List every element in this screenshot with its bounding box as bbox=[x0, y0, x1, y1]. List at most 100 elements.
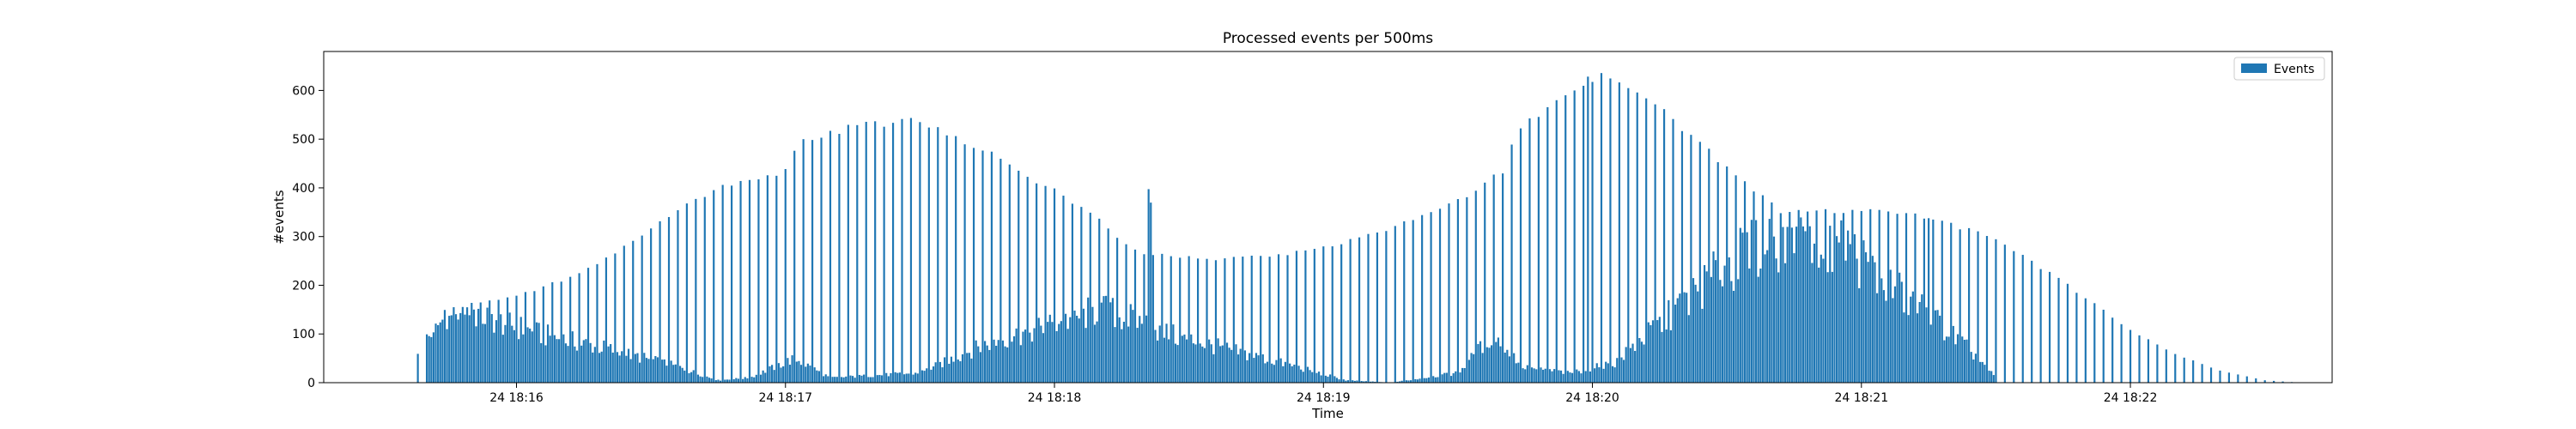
bar bbox=[544, 345, 547, 383]
bar bbox=[553, 335, 556, 383]
bar bbox=[1864, 252, 1868, 383]
bar bbox=[1775, 258, 1777, 383]
bar bbox=[1165, 323, 1168, 383]
bar bbox=[1698, 142, 1701, 383]
bar bbox=[1656, 320, 1659, 383]
bar bbox=[1185, 339, 1188, 383]
bar bbox=[901, 118, 903, 383]
bar bbox=[1100, 302, 1103, 383]
bar bbox=[1636, 92, 1638, 384]
bar bbox=[1952, 325, 1954, 383]
bar bbox=[791, 355, 793, 383]
bar bbox=[1179, 257, 1182, 383]
bar bbox=[1934, 310, 1937, 383]
bar bbox=[1528, 118, 1531, 384]
bar bbox=[1782, 227, 1784, 383]
bar bbox=[898, 372, 901, 383]
bar bbox=[1829, 226, 1832, 383]
bar bbox=[1125, 244, 1127, 383]
bar bbox=[1564, 95, 1567, 383]
x-tick-label: 24 18:16 bbox=[489, 391, 544, 405]
bar bbox=[764, 372, 767, 383]
bar bbox=[1197, 258, 1200, 383]
bar bbox=[1985, 236, 1989, 383]
bar bbox=[1176, 345, 1179, 383]
bar bbox=[1096, 321, 1098, 383]
bar bbox=[616, 352, 619, 383]
bar bbox=[665, 366, 668, 383]
bar bbox=[1672, 118, 1674, 383]
bar bbox=[495, 320, 498, 383]
bar bbox=[575, 350, 579, 383]
bar bbox=[1445, 372, 1448, 383]
bar bbox=[1474, 190, 1477, 383]
bar bbox=[605, 257, 608, 383]
bar bbox=[1887, 211, 1890, 383]
bar bbox=[2075, 293, 2078, 383]
bar bbox=[685, 203, 688, 383]
bar bbox=[1925, 307, 1928, 383]
bar bbox=[688, 372, 690, 383]
bar bbox=[1838, 242, 1840, 383]
bar bbox=[1954, 344, 1957, 383]
bar bbox=[1609, 78, 1612, 383]
bar bbox=[1634, 351, 1637, 383]
bar bbox=[823, 376, 825, 383]
bar bbox=[1618, 82, 1620, 383]
bar bbox=[454, 314, 458, 383]
bar bbox=[827, 376, 829, 383]
bar bbox=[759, 374, 762, 383]
bar bbox=[1364, 381, 1367, 383]
bar bbox=[867, 377, 870, 383]
bar bbox=[787, 358, 789, 383]
bar bbox=[1073, 310, 1076, 383]
x-axis: 24 18:16 24 18:17 24 18:18 24 18:19 24 18:20… bbox=[489, 383, 2157, 405]
bar bbox=[1370, 381, 1372, 383]
bar bbox=[667, 216, 671, 383]
bar bbox=[1495, 341, 1498, 383]
bar bbox=[1643, 344, 1645, 383]
bar bbox=[654, 356, 657, 383]
bar bbox=[546, 324, 550, 383]
bar bbox=[1437, 377, 1439, 383]
bar bbox=[1069, 317, 1072, 383]
bar bbox=[1721, 286, 1724, 383]
bar bbox=[2183, 357, 2185, 383]
bar bbox=[508, 312, 511, 383]
bar bbox=[500, 314, 502, 383]
bar bbox=[739, 180, 742, 383]
bar bbox=[1911, 291, 1914, 383]
bar bbox=[443, 310, 447, 383]
bar bbox=[647, 359, 650, 383]
bar bbox=[1425, 378, 1428, 383]
bar bbox=[952, 361, 955, 383]
bar bbox=[1988, 371, 1990, 383]
bar bbox=[1764, 254, 1766, 383]
bar bbox=[1340, 244, 1343, 383]
bar bbox=[468, 315, 471, 383]
bar bbox=[903, 374, 906, 383]
bar bbox=[1936, 310, 1939, 383]
bar bbox=[1790, 227, 1793, 383]
bar bbox=[945, 135, 948, 384]
bar bbox=[1127, 326, 1130, 383]
bar bbox=[493, 332, 495, 383]
bar bbox=[1779, 213, 1782, 383]
bar bbox=[678, 366, 682, 383]
bar bbox=[984, 341, 987, 383]
bar bbox=[1190, 334, 1193, 383]
bar bbox=[1903, 312, 1905, 383]
bar bbox=[890, 372, 892, 383]
bar bbox=[1001, 340, 1005, 383]
bar bbox=[564, 343, 568, 383]
bar bbox=[1455, 371, 1457, 383]
bar bbox=[1701, 308, 1704, 383]
bar bbox=[634, 353, 636, 383]
bar bbox=[459, 312, 462, 383]
bar bbox=[1856, 258, 1858, 383]
bar bbox=[482, 323, 484, 383]
bar bbox=[430, 336, 433, 383]
bar bbox=[1315, 372, 1318, 383]
bar bbox=[1508, 356, 1511, 383]
